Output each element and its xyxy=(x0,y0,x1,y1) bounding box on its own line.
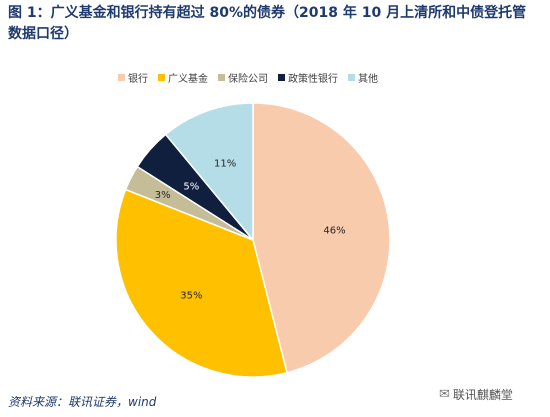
slice-label-3: 5% xyxy=(183,182,199,193)
legend-swatch-1 xyxy=(158,74,165,81)
slice-label-1: 35% xyxy=(180,290,202,301)
legend-label-0: 银行 xyxy=(128,74,148,85)
legend-item-2: 保险公司 xyxy=(218,70,268,85)
figure-title: 图 1：广义基金和银行持有超过 80%的债券（2018 年 10 月上清所和中债… xyxy=(8,3,544,45)
legend-item-3: 政策性银行 xyxy=(278,70,338,85)
pie-slice-4 xyxy=(164,102,254,243)
legend-item-1: 广义基金 xyxy=(158,70,208,85)
chart-legend: 银行 广义基金 保险公司 政策性银行 其他 xyxy=(118,70,458,85)
slice-label-0: 46% xyxy=(323,226,345,237)
legend-item-0: 银行 xyxy=(118,70,148,85)
legend-swatch-4 xyxy=(348,74,355,81)
pie-slice-1 xyxy=(115,188,288,378)
legend-swatch-2 xyxy=(218,74,225,81)
pie-slice-0 xyxy=(252,102,391,374)
watermark: ✉ 联讯麒麟堂 xyxy=(439,386,513,403)
figure-title-line-2: 数据口径） xyxy=(8,26,78,42)
watermark-text: 联讯麒麟堂 xyxy=(452,388,513,402)
slice-label-2: 3% xyxy=(155,190,171,201)
legend-label-3: 政策性银行 xyxy=(288,74,338,85)
slice-label-4: 11% xyxy=(214,159,236,170)
legend-label-2: 保险公司 xyxy=(228,74,268,85)
source-note: 资料来源：联讯证券，wind xyxy=(8,395,157,409)
legend-swatch-3 xyxy=(278,74,285,81)
legend-swatch-0 xyxy=(118,74,125,81)
legend-item-4: 其他 xyxy=(348,70,378,85)
legend-label-4: 其他 xyxy=(358,74,378,85)
figure-title-line-1: 图 1：广义基金和银行持有超过 80%的债券（2018 年 10 月上清所和中债… xyxy=(8,5,527,21)
legend-label-1: 广义基金 xyxy=(168,74,208,85)
wechat-icon: ✉ xyxy=(439,387,450,402)
